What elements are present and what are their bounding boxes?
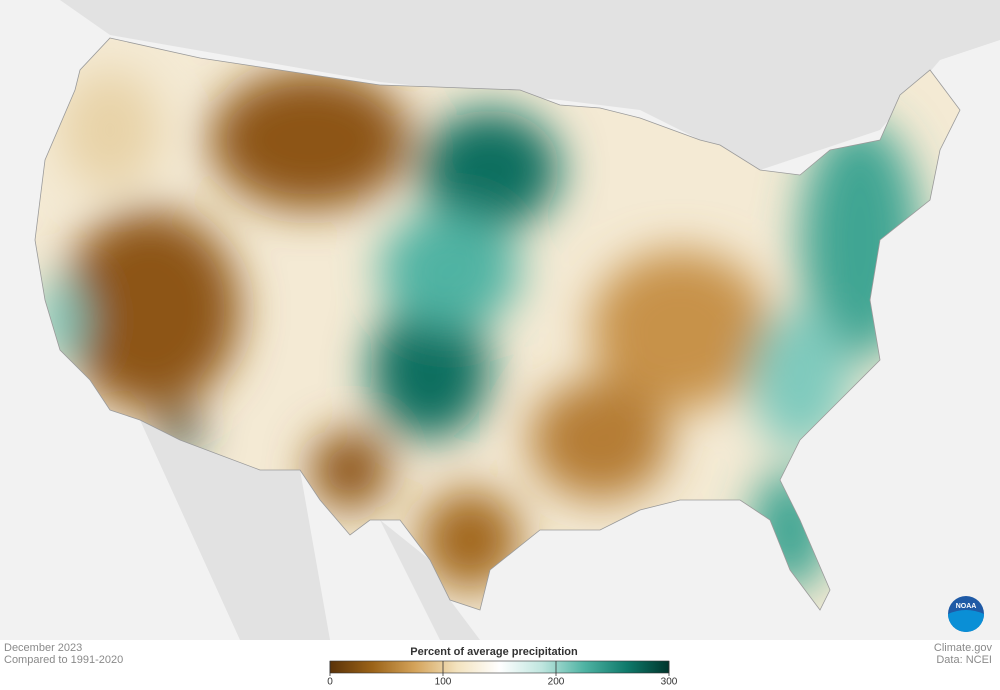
legend-tick-label: 100 [435,677,452,688]
legend-tick-label: 300 [661,677,678,688]
mexico [140,420,480,640]
noaa-logo-wave [948,610,984,632]
legend-title: Percent of average precipitation [410,646,578,658]
date-label: December 2023 [4,642,82,654]
color-bar [329,660,670,674]
us-outline [34,37,961,611]
canada [0,0,1000,170]
credit-label: Climate.gov [934,642,993,654]
legend-tick-label: 0 [327,677,333,688]
source-label: Data: NCEI [936,654,992,666]
baseline-label: Compared to 1991-2020 [4,654,123,666]
noaa-logo-text: NOAA [956,603,977,610]
legend-tick-label: 200 [548,677,565,688]
